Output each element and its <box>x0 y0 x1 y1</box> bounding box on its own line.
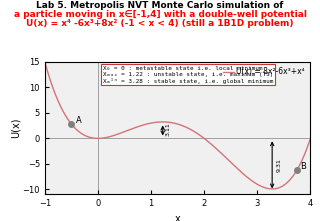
Y-axis label: U(x): U(x) <box>11 118 21 138</box>
Text: 9.31: 9.31 <box>276 158 281 172</box>
Text: B: B <box>300 162 306 171</box>
Text: X₀ = 0 : metastable state i.e. local minimum
Xₘₐₓ = 1.22 : unstable state, i.e. : X₀ = 0 : metastable state i.e. local min… <box>103 66 274 84</box>
U(x) = 8x²-6x³+x⁴ <box>199 135 203 138</box>
Text: Lab 5. Metropolis NVT Monte Carlo simulation of: Lab 5. Metropolis NVT Monte Carlo simula… <box>36 1 284 10</box>
U(x) = 8x²-6x³+x⁴ <box>43 61 47 63</box>
U(x) = 8x²-6x³+x⁴ <box>163 121 167 123</box>
X-axis label: x: x <box>175 214 180 221</box>
Line: U(x) = 8x²-6x³+x⁴: U(x) = 8x²-6x³+x⁴ <box>45 62 310 189</box>
Text: U(x) = x⁴ -6x³+8x² (-1 < x < 4) (still a 1B1D problem): U(x) = x⁴ -6x³+8x² (-1 < x < 4) (still a… <box>26 19 294 29</box>
U(x) = 8x²-6x³+x⁴ <box>270 188 274 190</box>
U(x) = 8x²-6x³+x⁴ <box>243 174 247 177</box>
Legend: U(x) = 8x²-6x³+x⁴: U(x) = 8x²-6x³+x⁴ <box>221 66 307 78</box>
Text: 3.11: 3.11 <box>166 122 171 136</box>
U(x) = 8x²-6x³+x⁴ <box>220 153 224 155</box>
Text: a particle moving in x∈[-1,4] with a double-well potential: a particle moving in x∈[-1,4] with a dou… <box>13 10 307 19</box>
Text: A: A <box>76 116 81 125</box>
U(x) = 8x²-6x³+x⁴ <box>111 134 115 137</box>
U(x) = 8x²-6x³+x⁴ <box>90 136 94 139</box>
U(x) = 8x²-6x³+x⁴ <box>308 137 312 140</box>
